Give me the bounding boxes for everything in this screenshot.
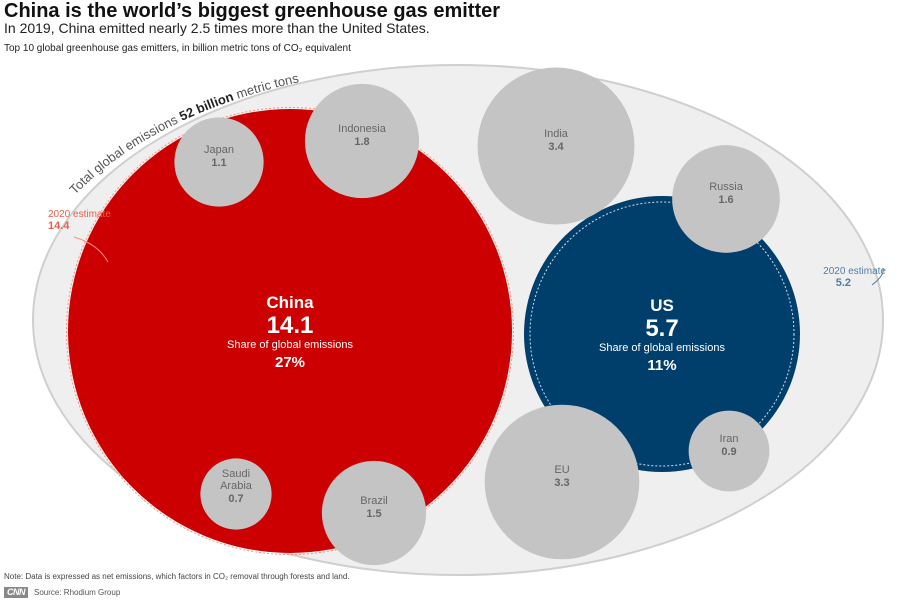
bubble-us-share-label: Share of global emissions: [599, 342, 725, 354]
bubble-russia-value: 1.6: [718, 194, 733, 206]
bubble-us-value: 5.7: [645, 315, 678, 342]
bubble-china-share-label: Share of global emissions: [227, 339, 353, 351]
bubble-us-name: US: [650, 296, 674, 315]
bubble-china-share: 27%: [275, 354, 305, 371]
bubble-saudi-arabia-name-line-2: Arabia: [220, 480, 253, 492]
bubble-japan-value: 1.1: [211, 157, 226, 169]
footnote: Note: Data is expressed as net emissions…: [4, 572, 350, 581]
us-estimate-value: 5.2: [836, 277, 851, 289]
bubble-japan-circle: [174, 117, 264, 207]
china-estimate-leader: [73, 236, 109, 263]
bubble-saudi-arabia-name-line-1: Saudi: [222, 468, 250, 480]
bubble-china-circle: [68, 109, 512, 553]
bubble-india-value: 3.4: [548, 141, 564, 153]
bubble-china-value: 14.1: [267, 312, 314, 339]
bubble-indonesia-name: Indonesia: [338, 123, 387, 135]
source-credit: Source: Rhodium Group: [34, 587, 121, 597]
bubble-iran-value: 0.9: [721, 446, 736, 458]
us-estimate-leader: [871, 267, 884, 286]
bubble-indonesia-circle: [304, 83, 420, 199]
bubble-us-estimate-ring: [529, 201, 795, 467]
bubble-india-name: India: [544, 128, 569, 140]
bubble-eu-value: 3.3: [554, 477, 569, 489]
bubble-japan-name: Japan: [204, 144, 234, 156]
bubble-russia-name: Russia: [709, 181, 744, 193]
bubble-indonesia-value: 1.8: [354, 136, 369, 148]
bubble-us-share: 11%: [647, 357, 676, 374]
bubble-russia-circle: [672, 145, 780, 253]
bubble-eu-circle: [484, 404, 640, 560]
bubble-china-name: China: [266, 293, 314, 312]
us-estimate-label: 2020 estimate: [823, 266, 886, 277]
cnn-logo: CNN: [4, 586, 28, 598]
page-title: China is the world’s biggest greenhouse …: [4, 0, 501, 22]
bubble-brazil-name: Brazil: [360, 495, 388, 507]
bubble-saudi-arabia-circle: [200, 458, 272, 530]
bubble-brazil-value: 1.5: [366, 508, 381, 520]
footer: CNN Source: Rhodium Group: [4, 586, 120, 598]
bubble-eu: EU3.3: [484, 404, 640, 560]
bubble-iran-circle: [688, 410, 770, 492]
page-subtitle: In 2019, China emitted nearly 2.5 times …: [4, 20, 430, 36]
china-estimate-value: 14.4: [48, 220, 70, 232]
china-estimate-label: 2020 estimate: [48, 209, 111, 220]
bubble-us-circle: [524, 196, 800, 472]
bubble-saudi-arabia-value: 0.7: [228, 493, 243, 505]
bubble-india-circle: [477, 67, 635, 225]
bubble-china-estimate-ring: [66, 107, 514, 555]
chart-description: Top 10 global greenhouse gas emitters, i…: [4, 43, 351, 54]
bubble-brazil-circle: [321, 460, 427, 566]
bubble-iran-name: Iran: [720, 433, 739, 445]
bubble-eu-name: EU: [554, 464, 569, 476]
